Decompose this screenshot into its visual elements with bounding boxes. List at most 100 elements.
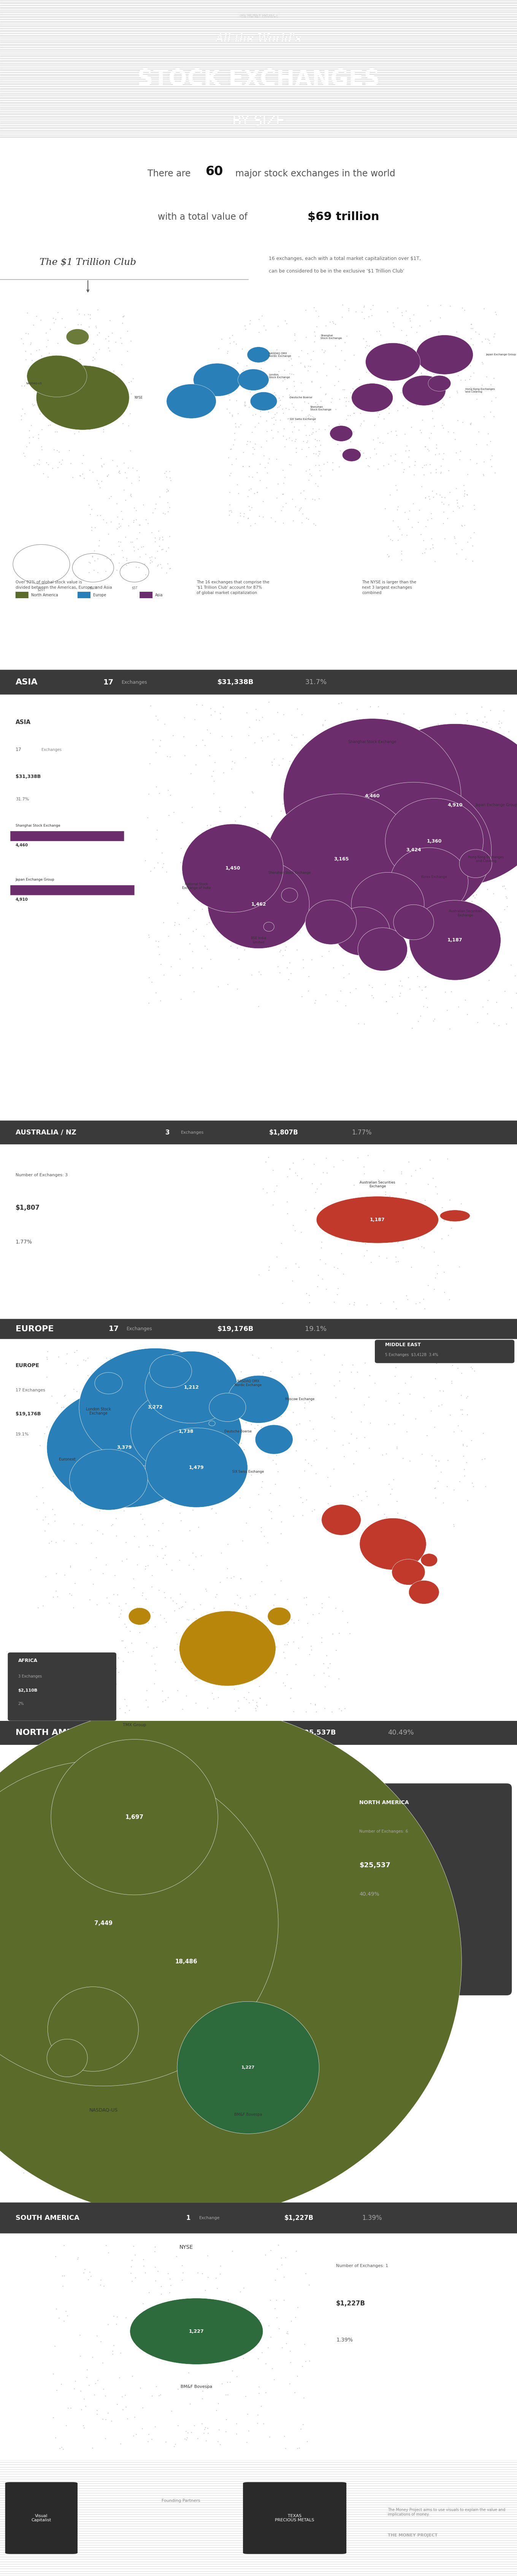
Point bbox=[407, 407, 415, 448]
Point bbox=[415, 706, 423, 747]
Point bbox=[93, 459, 101, 500]
Point bbox=[463, 1425, 471, 1466]
Point bbox=[238, 2300, 246, 2342]
Point bbox=[381, 752, 389, 793]
Point bbox=[149, 1401, 158, 1443]
Point bbox=[447, 1208, 455, 1249]
Point bbox=[186, 1471, 194, 1512]
Point bbox=[285, 376, 294, 417]
Point bbox=[457, 1388, 465, 1430]
Point bbox=[113, 2295, 121, 2336]
Point bbox=[436, 1370, 444, 1412]
Point bbox=[192, 1960, 200, 2002]
Point bbox=[188, 930, 196, 971]
Point bbox=[256, 860, 264, 902]
Point bbox=[115, 451, 124, 492]
Point bbox=[318, 1587, 326, 1628]
Point bbox=[280, 2416, 288, 2458]
Point bbox=[239, 2267, 248, 2308]
Point bbox=[155, 933, 163, 974]
Point bbox=[261, 376, 269, 417]
Point bbox=[424, 801, 433, 842]
Point bbox=[280, 461, 288, 502]
Point bbox=[407, 819, 415, 860]
Point bbox=[66, 2117, 74, 2159]
Point bbox=[249, 1680, 257, 1721]
Point bbox=[36, 1425, 44, 1466]
Point bbox=[84, 294, 92, 335]
Point bbox=[336, 348, 344, 389]
Point bbox=[355, 1002, 363, 1043]
Point bbox=[197, 1365, 206, 1406]
Point bbox=[169, 1579, 177, 1620]
Point bbox=[298, 502, 306, 544]
Point bbox=[490, 358, 498, 399]
Point bbox=[212, 822, 220, 863]
Point bbox=[317, 1623, 326, 1664]
Point bbox=[43, 1340, 51, 1381]
Point bbox=[233, 2071, 241, 2112]
Text: $1,807: $1,807 bbox=[16, 1206, 40, 1211]
Point bbox=[388, 976, 397, 1018]
Point bbox=[249, 394, 257, 435]
Point bbox=[501, 757, 509, 799]
Point bbox=[310, 858, 318, 899]
Point bbox=[434, 1386, 443, 1427]
Point bbox=[255, 495, 263, 536]
Point bbox=[459, 1425, 467, 1466]
FancyBboxPatch shape bbox=[0, 1721, 517, 1744]
Point bbox=[49, 361, 57, 402]
Point bbox=[335, 379, 343, 420]
Point bbox=[266, 1368, 274, 1409]
Point bbox=[486, 438, 494, 479]
Point bbox=[386, 1175, 394, 1216]
Point bbox=[164, 469, 172, 510]
Point bbox=[151, 2014, 160, 2056]
Text: 6: 6 bbox=[196, 1728, 202, 1736]
Point bbox=[308, 361, 316, 402]
Point bbox=[305, 804, 313, 845]
Point bbox=[266, 1989, 275, 2030]
Point bbox=[60, 2300, 68, 2342]
Point bbox=[22, 340, 30, 381]
Point bbox=[373, 786, 382, 827]
Point bbox=[322, 374, 330, 415]
Point bbox=[123, 538, 131, 580]
Point bbox=[36, 1986, 44, 2027]
Point bbox=[315, 446, 323, 487]
Point bbox=[42, 392, 51, 433]
Point bbox=[200, 1466, 208, 1507]
Point bbox=[407, 848, 415, 889]
Point bbox=[55, 2115, 64, 2156]
Point bbox=[283, 1623, 291, 1664]
Point bbox=[277, 1561, 285, 1602]
Point bbox=[413, 757, 421, 799]
Point bbox=[101, 2398, 110, 2439]
Point bbox=[159, 528, 167, 569]
Point bbox=[229, 1834, 237, 1875]
Point bbox=[129, 1558, 138, 1600]
Point bbox=[359, 775, 368, 817]
Point bbox=[42, 2136, 50, 2177]
Point bbox=[53, 430, 61, 471]
Point bbox=[440, 345, 449, 386]
Point bbox=[435, 1440, 443, 1481]
Point bbox=[106, 1337, 114, 1378]
Point bbox=[300, 896, 308, 938]
Point bbox=[125, 1690, 133, 1731]
Point bbox=[219, 1620, 227, 1662]
FancyBboxPatch shape bbox=[140, 592, 153, 598]
Point bbox=[344, 1185, 353, 1226]
Point bbox=[103, 2087, 111, 2128]
Point bbox=[431, 1468, 439, 1510]
Point bbox=[278, 2244, 286, 2285]
Point bbox=[374, 392, 382, 433]
Point bbox=[473, 443, 481, 484]
Point bbox=[225, 317, 234, 358]
Text: National Stock
Exchange of India: National Stock Exchange of India bbox=[182, 884, 211, 889]
Point bbox=[192, 1597, 201, 1638]
Point bbox=[474, 412, 482, 453]
Point bbox=[375, 884, 383, 925]
Point bbox=[112, 1762, 120, 1803]
Point bbox=[119, 536, 127, 577]
